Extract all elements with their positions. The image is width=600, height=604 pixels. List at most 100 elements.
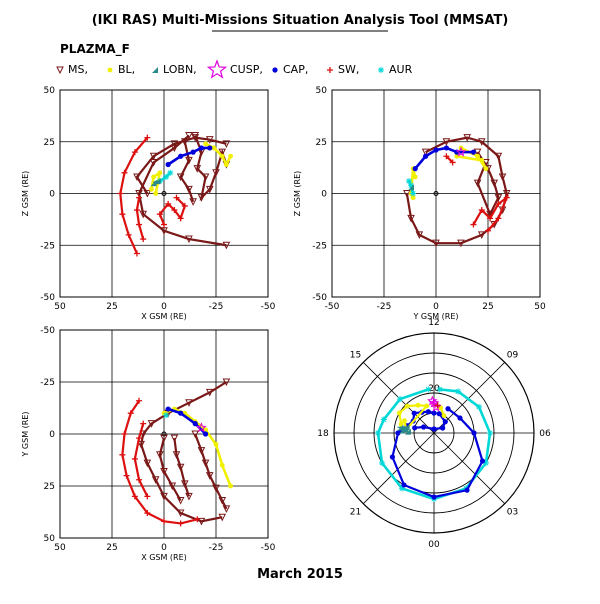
legend-label: CAP, xyxy=(283,63,308,76)
data-point xyxy=(192,421,198,427)
data-point xyxy=(471,430,477,436)
series-bl xyxy=(161,406,233,489)
mlt-label: 21 xyxy=(350,507,361,517)
series-track xyxy=(121,400,198,525)
data-point xyxy=(494,152,503,161)
series-ms xyxy=(170,434,193,501)
x-axis-label: X GSM (RE) xyxy=(141,553,187,562)
data-point xyxy=(193,165,202,173)
data-point xyxy=(396,410,402,416)
series-sw xyxy=(133,194,147,243)
mlt-label: 12 xyxy=(428,318,439,328)
data-point xyxy=(165,161,171,168)
series-sw xyxy=(470,194,510,234)
data-point xyxy=(477,231,486,240)
data-point xyxy=(455,146,467,157)
data-point xyxy=(185,132,193,140)
series-cusp xyxy=(455,146,467,157)
x-tick-label: 0 xyxy=(161,302,167,312)
data-point xyxy=(410,190,417,197)
data-point xyxy=(454,153,460,159)
data-point xyxy=(157,170,163,176)
data-point xyxy=(117,190,124,197)
data-point xyxy=(211,145,217,151)
data-point xyxy=(133,173,141,182)
data-point xyxy=(181,202,188,209)
legend-item-ms: MS, xyxy=(56,63,88,76)
legend-label: CUSP, xyxy=(230,63,263,76)
x-tick-label: -50 xyxy=(325,302,340,312)
data-point xyxy=(197,517,206,526)
data-point xyxy=(470,221,477,228)
y-axis-label: Y GSM (RE) xyxy=(21,411,30,457)
data-point xyxy=(421,424,427,430)
plus-icon xyxy=(327,67,333,73)
series-sw xyxy=(434,402,441,409)
ring-label: 20 xyxy=(428,384,440,394)
data-point xyxy=(205,388,214,397)
series-sw xyxy=(131,420,151,500)
data-point xyxy=(218,513,227,522)
data-point xyxy=(167,169,174,176)
data-point xyxy=(222,140,231,148)
data-point xyxy=(139,430,148,439)
data-point xyxy=(490,179,499,188)
series-cusp xyxy=(427,395,442,412)
data-point xyxy=(222,505,231,513)
data-point xyxy=(136,435,143,442)
data-point xyxy=(487,215,494,222)
legend: MS, BL, LOBN, CUSP, CAP, SW, AUR xyxy=(56,59,413,79)
asterisk-icon xyxy=(378,67,384,73)
data-point xyxy=(176,463,185,472)
data-point xyxy=(131,493,138,500)
instrument-label: PLAZMA_F xyxy=(60,42,130,57)
earth-marker xyxy=(161,191,167,196)
x-tick-label: 0 xyxy=(433,302,439,312)
earth-marker xyxy=(433,191,439,196)
series-ms xyxy=(191,430,231,513)
x-tick-label: 25 xyxy=(482,302,493,312)
data-point xyxy=(144,510,151,517)
data-point xyxy=(149,152,158,161)
data-point xyxy=(498,173,507,182)
corner-triangle-icon xyxy=(152,67,158,73)
data-point xyxy=(144,134,151,141)
data-point xyxy=(150,180,157,187)
series-track xyxy=(167,407,207,435)
data-point xyxy=(131,149,138,156)
series-aur xyxy=(163,412,170,419)
series-sw xyxy=(156,194,188,228)
data-point xyxy=(375,430,381,436)
data-point xyxy=(178,410,184,416)
data-point xyxy=(163,412,170,419)
data-point xyxy=(495,215,502,222)
data-point xyxy=(431,410,437,416)
data-point xyxy=(470,149,477,155)
y-tick-label: 50 xyxy=(44,86,56,96)
series-lobn xyxy=(408,184,415,191)
y-tick-label: -25 xyxy=(40,378,55,388)
data-point xyxy=(463,134,472,142)
y-tick-label: -25 xyxy=(40,241,55,251)
dot-icon xyxy=(107,67,113,73)
data-point xyxy=(403,424,410,431)
data-point xyxy=(185,399,193,407)
data-point xyxy=(151,476,160,484)
data-point xyxy=(424,403,430,409)
data-point xyxy=(407,214,415,223)
data-point xyxy=(395,430,401,436)
data-point xyxy=(433,147,439,153)
data-point xyxy=(478,207,485,214)
data-point xyxy=(218,497,227,505)
data-point xyxy=(397,424,404,431)
legend-item-aur: AUR xyxy=(378,63,413,76)
series-ms xyxy=(176,138,197,206)
data-point xyxy=(140,236,147,243)
legend-item-bl: BL, xyxy=(107,63,135,76)
data-point xyxy=(133,250,140,257)
data-point xyxy=(139,210,148,219)
data-point xyxy=(205,136,214,144)
series-cap xyxy=(165,145,213,168)
data-point xyxy=(144,493,151,500)
series-track xyxy=(139,381,227,523)
